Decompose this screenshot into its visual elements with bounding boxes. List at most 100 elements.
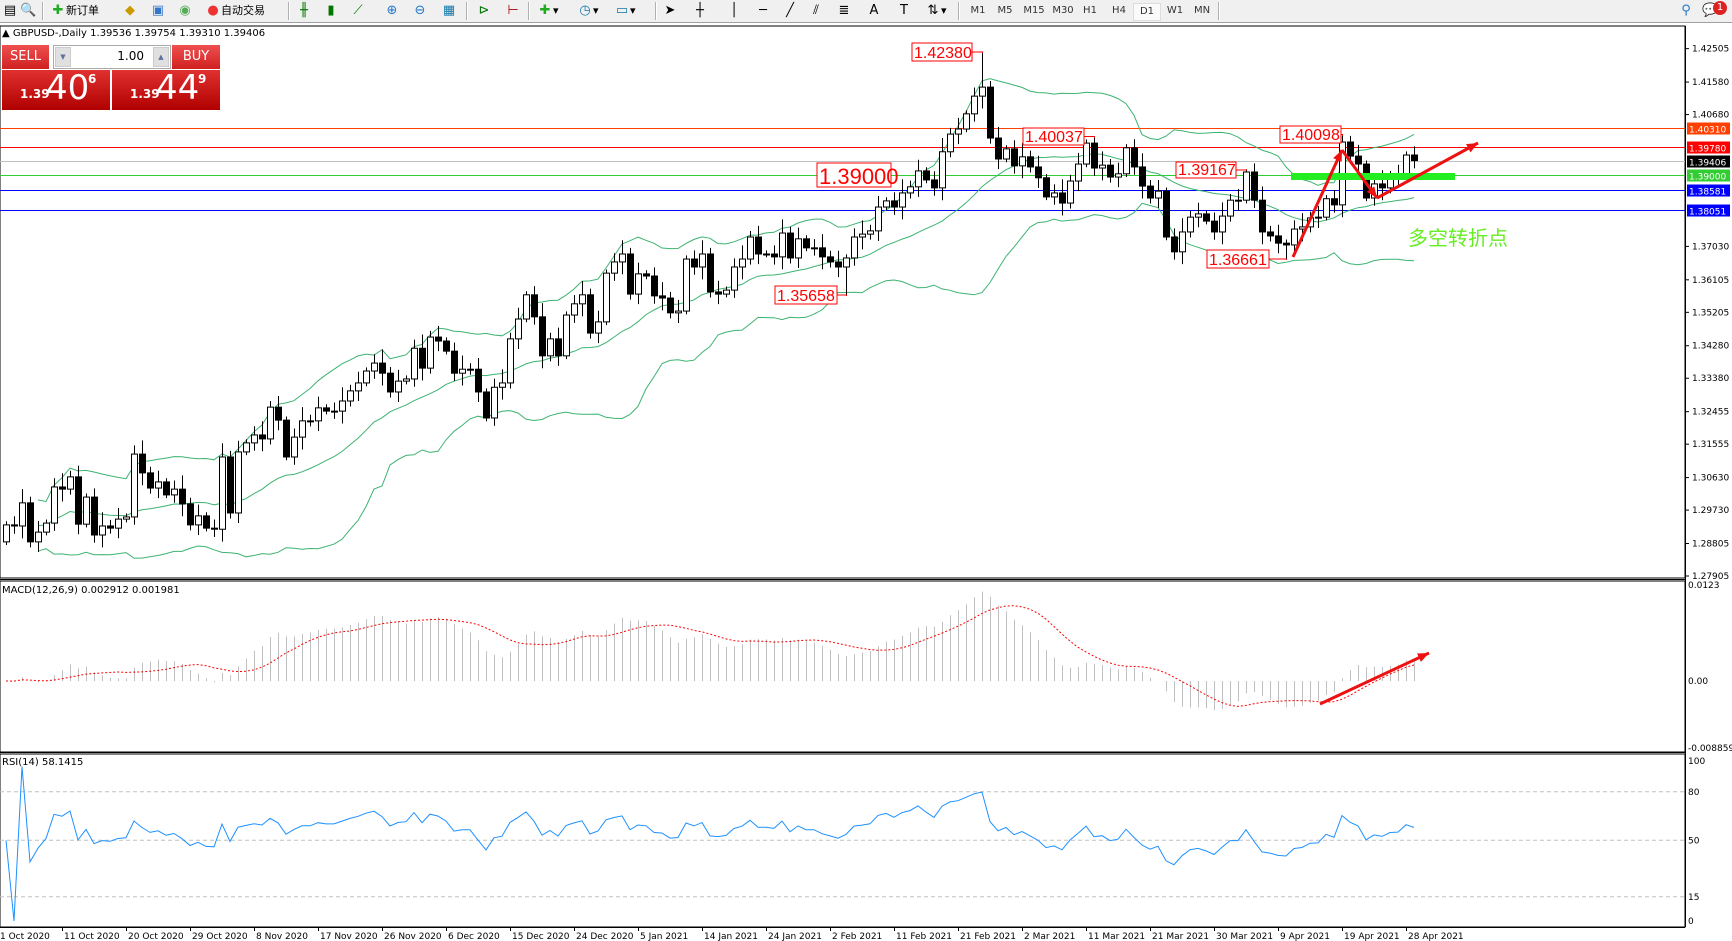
sell-price-button[interactable]: 1.39 40 6 (2, 68, 110, 110)
indicators-dropdown-icon[interactable]: ✚ ▾ (539, 3, 559, 18)
lot-decrease-icon[interactable]: ▼ (55, 47, 71, 67)
trendline-icon[interactable]: ╱ (786, 3, 794, 18)
profiles-icon[interactable]: 🔍 (20, 3, 37, 18)
text-label-icon[interactable]: T (900, 3, 908, 18)
bullish-candle (1099, 164, 1106, 169)
bullish-candle (795, 238, 802, 259)
bullish-candle (491, 386, 498, 419)
bullish-candle (579, 294, 586, 305)
main-panel-border (0, 25, 1686, 579)
time-axis-label: 1 Oct 2020 (0, 932, 50, 941)
bearish-candle (835, 261, 842, 268)
rsi-axis-label: 15 (1688, 893, 1699, 903)
period-m15[interactable]: M15 (1023, 5, 1045, 16)
autoscroll-icon[interactable]: ⊢ (507, 3, 519, 18)
lot-size-input[interactable]: ▼ 1.00 ▲ (53, 45, 171, 69)
bullish-candle (19, 502, 26, 527)
buy-button[interactable]: BUY (172, 45, 220, 69)
bearish-candle (483, 391, 490, 419)
bearish-candle (1091, 142, 1098, 169)
bullish-candle (195, 515, 202, 526)
bullish-candle (611, 261, 618, 274)
bearish-candle (259, 434, 266, 440)
vertical-line-icon[interactable]: │ (730, 3, 738, 18)
zoom-out-icon[interactable]: ⊖ (414, 3, 426, 18)
period-m1[interactable]: M1 (970, 5, 986, 16)
bullish-candle (939, 151, 946, 189)
price-label: 1.36661 (1209, 252, 1267, 269)
navigator-icon[interactable]: ◉ (179, 3, 191, 18)
period-d1[interactable]: D1 (1133, 3, 1161, 21)
collapse-triangle-icon[interactable]: ▲ (2, 28, 13, 39)
bullish-candle (331, 410, 338, 413)
separator (655, 2, 657, 20)
bollinger-bands (37, 78, 1415, 559)
bullish-candle (1187, 216, 1194, 233)
bullish-candle (83, 496, 90, 525)
price-axis-label: 1.29730 (1692, 506, 1729, 516)
time-axis-label: 8 Nov 2020 (256, 932, 308, 941)
auto-trading-button[interactable]: ● 自动交易 (205, 2, 265, 20)
periods-clock-dropdown-icon[interactable]: ◷ ▾ (579, 3, 599, 18)
data-window-icon[interactable]: ▣ (151, 3, 165, 18)
fibonacci-icon[interactable]: ≣ (838, 3, 850, 18)
new-chart-icon[interactable]: ▤ (3, 3, 17, 18)
bearish-candle (203, 515, 210, 529)
search-icon[interactable]: ⚲ (1681, 3, 1691, 18)
turning-point-annotation[interactable]: 多空转折点 (1408, 226, 1508, 250)
market-watch-icon[interactable]: ◆ (125, 3, 135, 18)
crosshair-icon[interactable]: ┼ (696, 3, 704, 18)
price-axis-label: 1.42505 (1692, 45, 1729, 55)
new-order-button[interactable]: ✚ 新订单 (50, 2, 99, 20)
period-h4[interactable]: H4 (1112, 5, 1126, 16)
line-chart-icon[interactable]: ⟋ (353, 3, 363, 18)
bearish-candle (1203, 213, 1210, 222)
period-m30[interactable]: M30 (1052, 5, 1074, 16)
candlestick-chart-icon[interactable]: ▮ (327, 3, 335, 18)
separator (466, 2, 468, 20)
zoom-in-icon[interactable]: ⊕ (386, 3, 398, 18)
chart-shift-icon[interactable]: ⊳ (478, 3, 490, 18)
templates-dropdown-icon[interactable]: ▭ ▾ (615, 3, 636, 18)
bearish-candle (1283, 242, 1290, 246)
bearish-candle (1171, 236, 1178, 253)
period-mn[interactable]: MN (1193, 5, 1211, 16)
buy-price-button[interactable]: 1.39 44 9 (112, 68, 220, 110)
bullish-candle (1067, 180, 1074, 204)
period-w1[interactable]: W1 (1166, 5, 1184, 16)
horizontal-line-icon[interactable]: ─ (759, 3, 767, 18)
axes: 1.42505 1.41580 1.40680 1.37030 1.36105 1.352… (0, 26, 1732, 941)
bearish-candle (387, 372, 394, 393)
arrows-dropdown-icon[interactable]: ⇅ ▾ (927, 3, 947, 18)
bearish-candle (1355, 155, 1362, 165)
bullish-candle (403, 378, 410, 382)
annotations[interactable]: 1.42380 1.39000 1.35658 1.40037 1.39167 1.366… (774, 42, 1479, 305)
separator (1218, 2, 1220, 20)
bullish-candle (851, 236, 858, 259)
sell-button[interactable]: SELL (2, 45, 49, 69)
cursor-icon[interactable]: ➤ (664, 3, 676, 18)
separator (288, 2, 290, 20)
bearish-candle (667, 297, 674, 314)
bullish-candle (955, 128, 962, 135)
text-icon[interactable]: A (869, 3, 879, 18)
horizontal-lines[interactable]: 1.40310 1.39780 1.39406 1.39000 1.38581 1.380… (0, 122, 1730, 218)
period-h1[interactable]: H1 (1083, 5, 1097, 16)
bearish-candle (923, 170, 930, 181)
equidistant-channel-icon[interactable]: ⫽ (813, 3, 819, 18)
bearish-candle (707, 253, 714, 293)
bearish-candle (1331, 198, 1338, 206)
lot-increase-icon[interactable]: ▲ (153, 47, 169, 67)
period-m5[interactable]: M5 (997, 5, 1013, 16)
time-axis-label: 19 Apr 2021 (1344, 932, 1400, 941)
auto-trading-label: 自动交易 (221, 4, 265, 17)
bar-chart-icon[interactable]: ╫ (300, 3, 308, 18)
macd-panel (5, 591, 1430, 711)
bearish-candle (1107, 164, 1114, 178)
bearish-candle (1267, 231, 1274, 237)
time-axis-label: 15 Dec 2020 (512, 932, 570, 941)
tile-windows-icon[interactable]: ▦ (442, 3, 456, 18)
notifications-button[interactable]: 💬 1 (1702, 1, 1727, 20)
time-axis-label: 17 Nov 2020 (320, 932, 378, 941)
